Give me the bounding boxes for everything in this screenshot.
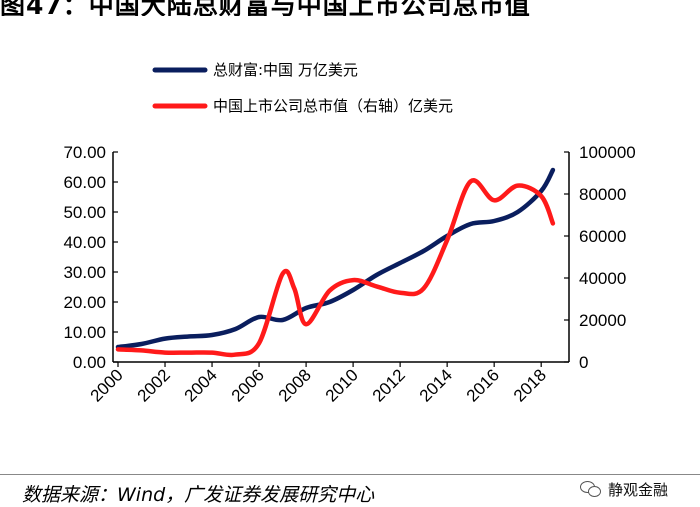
chart-axes: 0.00 10.00 20.00 30.00 40.00 50.00 60.00 70.00 0…	[63, 143, 635, 406]
x-tick-label: 2018	[510, 365, 550, 405]
left-y-tick-label: 10.00	[63, 323, 106, 342]
chart-legend: 总财富:中国 万亿美元 中国上市公司总市值（右轴）亿美元	[152, 61, 453, 115]
x-tick-label: 2012	[369, 365, 409, 405]
x-tick-label: 2004	[181, 365, 221, 405]
legend-label-total-wealth: 总财富:中国 万亿美元	[213, 61, 358, 79]
left-y-tick-label: 60.00	[63, 173, 106, 192]
right-y-tick-label: 40000	[579, 269, 626, 288]
series-line-total-wealth	[115, 167, 556, 350]
right-y-tick-label: 0	[579, 353, 588, 372]
x-tick-label: 2008	[275, 365, 315, 405]
left-y-tick-label: 20.00	[63, 293, 106, 312]
series-line-market-cap	[115, 178, 556, 358]
right-y-tick-label: 80000	[579, 185, 626, 204]
watermark: 静观金融	[580, 478, 668, 500]
series-layer	[115, 167, 556, 358]
left-y-tick-label: 50.00	[63, 203, 106, 222]
left-y-tick-label: 30.00	[63, 263, 106, 282]
source-divider	[0, 474, 700, 475]
right-y-tick-label: 100000	[579, 143, 636, 162]
legend-label-market-cap: 中国上市公司总市值（右轴）亿美元	[213, 97, 453, 115]
right-y-tick-label: 20000	[579, 311, 626, 330]
source-note: 数据来源：Wind，广发证券发展研究中心	[22, 484, 375, 506]
left-y-tick-label: 40.00	[63, 233, 106, 252]
x-tick-label: 2014	[416, 365, 456, 405]
figure-title: 图47：中国大陆总财富与中国上市公司总市值	[0, 0, 531, 16]
right-y-tick-label: 60000	[579, 227, 626, 246]
watermark-label: 静观金融	[608, 480, 669, 499]
x-tick-label: 2006	[228, 365, 268, 405]
x-tick-label: 2016	[463, 365, 503, 405]
x-tick-label: 2002	[134, 365, 174, 405]
left-y-tick-label: 0.00	[73, 353, 106, 372]
x-tick-label: 2010	[322, 365, 362, 405]
line-chart: 总财富:中国 万亿美元 中国上市公司总市值（右轴）亿美元 0.00 10.00 20…	[63, 61, 635, 406]
left-y-tick-label: 70.00	[63, 143, 106, 162]
wechat-icon	[580, 481, 602, 497]
